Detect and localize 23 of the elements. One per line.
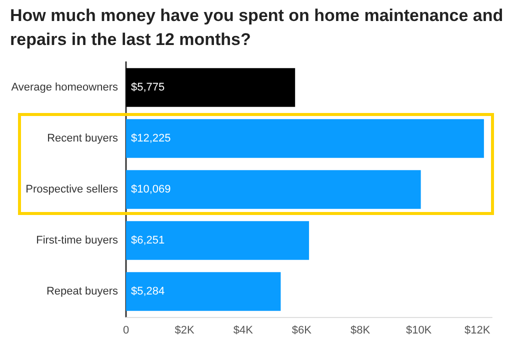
data-label: $6,251 [131,234,165,246]
x-tick-label: $2K [174,324,196,336]
bar [126,119,484,158]
y-tick-label: Recent buyers [47,132,118,144]
data-label: $5,775 [131,82,165,94]
y-tick-label: Prospective sellers [26,184,118,196]
data-label: $10,069 [131,184,171,196]
bar [126,68,296,107]
x-tick-label: $10K [406,324,432,336]
chart-title: How much money have you spent on home maintenance and repairs in the last 12 months? [10,5,504,51]
bar [126,170,421,209]
data-label: $12,225 [131,132,171,144]
x-tick-label: $6K [292,324,312,336]
bar [126,221,310,260]
y-tick-label: Repeat buyers [46,286,118,298]
x-tick-label: 0 [122,324,130,336]
y-tick-label: Average homeowners [11,82,118,94]
data-label: $5,284 [131,286,165,298]
x-tick-label: $12K [464,324,491,336]
bar [126,272,281,311]
x-tick-label: $8K [350,324,371,336]
x-tick-label: $4K [233,324,254,336]
y-tick-label: First-time buyers [36,234,118,246]
